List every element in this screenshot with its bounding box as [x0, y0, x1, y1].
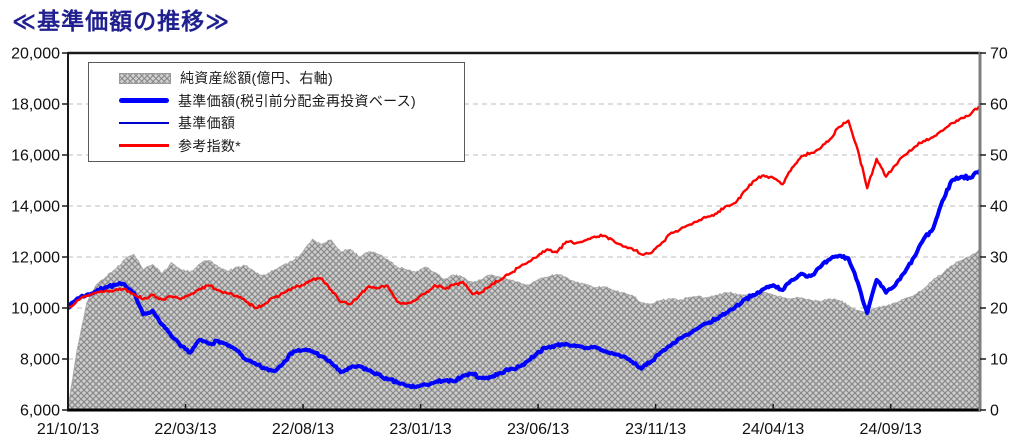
legend-label-nav-reinvested: 基準価額(税引前分配金再投資ベース): [178, 92, 417, 109]
chart-legend: 純資産総額(億円、右軸) 基準価額(税引前分配金再投資ベース) 基準価額 参考指…: [88, 62, 465, 162]
svg-text:14,000: 14,000: [11, 199, 60, 216]
legend-label-net-assets: 純資産総額(億円、右軸): [180, 70, 333, 87]
svg-text:50: 50: [990, 148, 1008, 165]
svg-text:24/04/13: 24/04/13: [742, 421, 804, 438]
svg-text:22/03/13: 22/03/13: [154, 421, 216, 438]
legend-label-nav: 基準価額: [178, 115, 236, 132]
hatched-area-swatch-icon: [119, 72, 171, 84]
svg-text:23/11/13: 23/11/13: [625, 421, 686, 438]
legend-label-reference-index: 参考指数*: [178, 137, 241, 154]
legend-item-net-assets: 純資産総額(億円、右軸): [106, 67, 464, 89]
red-line-swatch-icon: [119, 144, 169, 148]
svg-text:70: 70: [990, 46, 1008, 63]
svg-text:40: 40: [990, 199, 1008, 216]
svg-text:8,000: 8,000: [20, 352, 60, 369]
svg-text:20,000: 20,000: [11, 46, 60, 63]
svg-text:22/08/13: 22/08/13: [272, 421, 334, 438]
svg-text:20: 20: [990, 301, 1008, 318]
legend-item-reference-index: 参考指数*: [106, 135, 464, 157]
svg-text:12,000: 12,000: [11, 250, 60, 267]
svg-text:60: 60: [990, 97, 1008, 114]
svg-text:23/01/13: 23/01/13: [389, 421, 451, 438]
page-title: ≪基準価額の推移≫: [12, 8, 231, 34]
svg-text:16,000: 16,000: [11, 148, 60, 165]
thick-blue-line-swatch-icon: [119, 98, 169, 104]
svg-text:21/10/13: 21/10/13: [37, 421, 99, 438]
legend-item-nav-reinvested: 基準価額(税引前分配金再投資ベース): [106, 90, 464, 112]
svg-text:24/09/13: 24/09/13: [860, 421, 922, 438]
svg-text:6,000: 6,000: [20, 403, 60, 420]
svg-text:10,000: 10,000: [11, 301, 60, 318]
svg-text:23/06/13: 23/06/13: [507, 421, 569, 438]
thin-blue-line-swatch-icon: [119, 122, 169, 125]
legend-item-nav: 基準価額: [106, 112, 464, 134]
svg-text:18,000: 18,000: [11, 97, 60, 114]
svg-text:30: 30: [990, 250, 1008, 267]
svg-text:10: 10: [990, 352, 1008, 369]
svg-text:0: 0: [990, 403, 999, 420]
